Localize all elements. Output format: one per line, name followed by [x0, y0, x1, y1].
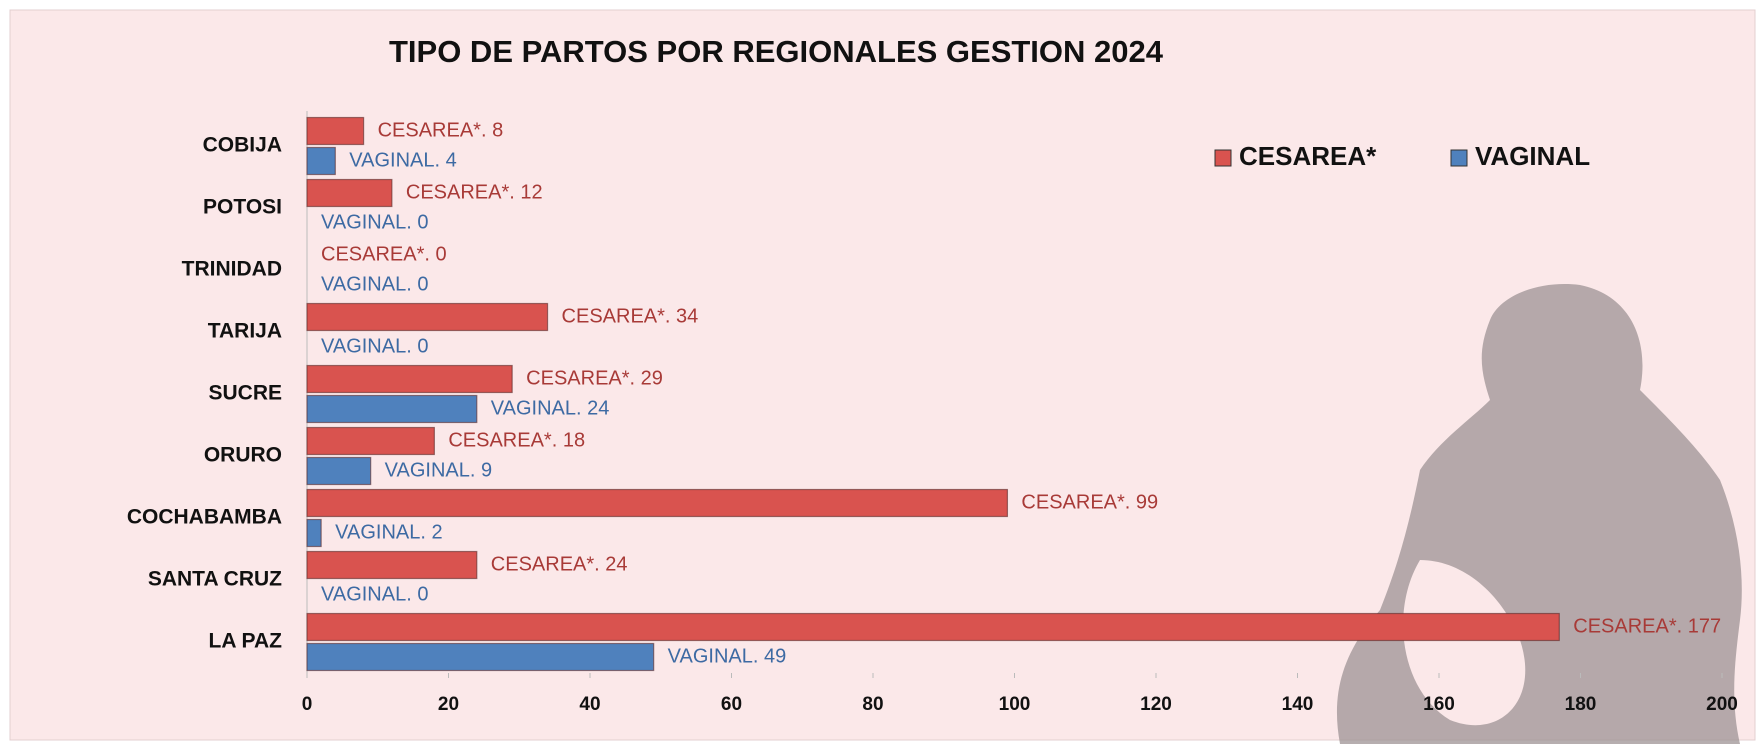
legend-swatch [1214, 149, 1232, 167]
x-tick-label: 60 [721, 694, 742, 715]
data-label: VAGINAL. 0 [321, 583, 428, 605]
data-label: CESAREA*. 99 [1021, 491, 1158, 513]
bar [306, 456, 372, 486]
data-label: VAGINAL. 49 [668, 645, 787, 667]
data-label: VAGINAL. 9 [385, 459, 492, 481]
x-tick-label: 40 [579, 694, 600, 715]
bar [306, 394, 478, 424]
y-tick-label: TRINIDAD [182, 258, 282, 281]
data-label: VAGINAL. 0 [321, 335, 428, 357]
bar [306, 426, 435, 456]
bar [306, 488, 1009, 518]
data-label: VAGINAL. 2 [335, 521, 442, 543]
bar [306, 642, 655, 672]
x-tick-label: 100 [999, 694, 1031, 715]
data-label: VAGINAL. 4 [349, 149, 456, 171]
data-label: CESAREA*. 29 [526, 367, 663, 389]
bar [306, 116, 365, 146]
data-label: CESAREA*. 177 [1573, 615, 1721, 637]
silhouette-decoration [1336, 284, 1742, 744]
data-label: CESAREA*. 24 [491, 553, 628, 575]
y-tick-label: SUCRE [208, 382, 282, 405]
x-tick-label: 160 [1423, 694, 1455, 715]
x-tick-label: 20 [438, 694, 459, 715]
bar [306, 612, 1560, 642]
y-tick-label: SANTA CRUZ [148, 568, 282, 591]
y-tick-label: COCHABAMBA [127, 506, 282, 529]
x-tick-label: 0 [302, 694, 313, 715]
chart-title: TIPO DE PARTOS POR REGIONALES GESTION 20… [389, 34, 1164, 69]
y-tick-label: TARIJA [208, 320, 282, 343]
x-tick-label: 80 [862, 694, 883, 715]
data-label: CESAREA*. 34 [562, 305, 699, 327]
legend-label: CESAREA* [1239, 141, 1377, 171]
data-label: CESAREA*. 8 [378, 119, 504, 141]
x-tick-label: 120 [1140, 694, 1172, 715]
bar [306, 146, 336, 176]
data-label: VAGINAL. 0 [321, 273, 428, 295]
y-tick-label: COBIJA [203, 134, 282, 157]
x-tick-label: 200 [1706, 694, 1738, 715]
x-tick-label: 180 [1565, 694, 1597, 715]
data-label: VAGINAL. 0 [321, 211, 428, 233]
data-label: CESAREA*. 18 [448, 429, 585, 451]
bar [306, 364, 513, 394]
x-tick-label: 140 [1282, 694, 1314, 715]
bar [306, 518, 322, 548]
data-label: CESAREA*. 12 [406, 181, 543, 203]
legend-swatch [1450, 149, 1468, 167]
y-tick-label: POTOSI [203, 196, 282, 219]
y-tick-label: LA PAZ [209, 630, 283, 653]
bar [306, 550, 478, 580]
data-label: VAGINAL. 24 [491, 397, 610, 419]
y-tick-label: ORURO [204, 444, 282, 467]
data-label: CESAREA*. 0 [321, 243, 447, 265]
bar [306, 302, 549, 332]
bar [306, 178, 393, 208]
legend-label: VAGINAL [1475, 141, 1590, 171]
